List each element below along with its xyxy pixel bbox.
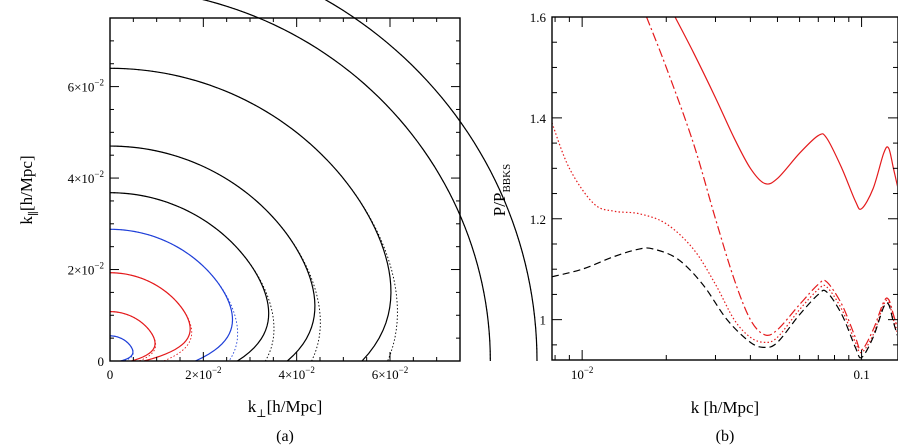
- contour-dotted: [109, 228, 239, 362]
- contour-solid: [202, 0, 491, 362]
- y-tick-label: 4×10−2: [68, 169, 104, 186]
- panel-b-frame: [551, 16, 898, 361]
- y-tick-label: 6×10−2: [68, 78, 104, 95]
- x-tick-label: 2×10−2: [185, 365, 221, 382]
- x-tick-label: 4×10−2: [278, 365, 314, 382]
- series-line-solid: [674, 17, 897, 210]
- panel-b-series: [552, 17, 897, 359]
- series-line-dashed: [552, 247, 897, 359]
- contour-solid: [109, 228, 234, 362]
- contour-dotted: [109, 311, 157, 362]
- panel-b-x-title: k [h/Mpc]: [691, 398, 759, 417]
- panel-b: 10−2 0.1 1 1.2 1.4 1.6 k [h/Mpc] P/PBBKS (b): [490, 10, 898, 445]
- panel-b-y-title: P/PBBKS: [490, 164, 513, 216]
- panel-b-caption: (b): [716, 428, 735, 445]
- contour-dotted: [109, 272, 193, 362]
- panel-a-ticks: 0 2×10−2 4×10−2 6×10−2 0 2×10−2 4×10−2 6×10−2: [68, 18, 460, 382]
- y-tick-label: 1: [540, 313, 547, 328]
- panel-a-contours: [109, 0, 538, 362]
- series-line-dotted: [552, 122, 897, 354]
- panel-a-frame: [109, 17, 461, 362]
- y-tick-label: 0: [98, 354, 105, 369]
- panel-b-ticks: 10−2 0.1 1 1.2 1.4 1.6: [530, 10, 898, 382]
- series-line-dashdot: [645, 17, 897, 351]
- x-tick-label: 0.1: [853, 367, 869, 382]
- contour-solid: [324, 0, 538, 362]
- y-tick-label: 2×10−2: [68, 261, 104, 278]
- contour-dotted: [109, 335, 134, 362]
- y-tick-label: 1.2: [530, 212, 546, 227]
- x-tick-label: 6×10−2: [372, 365, 408, 382]
- contour-solid: [109, 272, 191, 362]
- panel-a-y-title: k∥[h/Mpc]: [17, 155, 40, 224]
- contour-dotted: [109, 67, 398, 362]
- panel-a-caption: (a): [276, 428, 294, 445]
- contour-solid: [109, 145, 316, 362]
- contour-dotted: [202, 0, 491, 362]
- contour-solid: [109, 67, 392, 362]
- contour-solid: [109, 335, 134, 362]
- panel-a: 0 2×10−2 4×10−2 6×10−2 0 2×10−2 4×10−2 6×10−2 k…: [17, 0, 538, 445]
- x-tick-label: 10−2: [571, 365, 594, 382]
- contour-dotted: [325, 0, 538, 362]
- x-tick-label: 0: [107, 367, 114, 382]
- contour-dotted: [109, 145, 321, 362]
- panel-a-x-title: k⊥[h/Mpc]: [248, 397, 323, 420]
- contour-dotted: [109, 192, 275, 362]
- y-tick-label: 1.4: [530, 111, 547, 126]
- y-tick-label: 1.6: [530, 10, 547, 25]
